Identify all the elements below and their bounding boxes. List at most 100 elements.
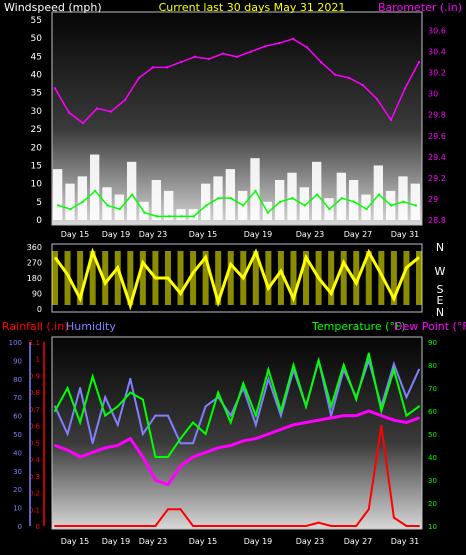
rainfall-point: [229, 525, 232, 527]
temperature-point: [292, 364, 295, 366]
windspeed-bar: [250, 158, 260, 220]
barometer-point: [277, 41, 281, 45]
humidity-point: [405, 396, 408, 399]
windspeed-bar: [53, 169, 63, 220]
wind-direction-bar: [240, 251, 247, 305]
rainfall-point: [305, 525, 308, 527]
temperature-point: [367, 352, 370, 355]
wind-direction-bar: [315, 251, 322, 305]
barometer-point: [235, 55, 239, 59]
temperature-x-tick: Day 19: [102, 537, 131, 546]
barometer-point: [221, 52, 225, 55]
wind-y-tick: 40: [31, 71, 43, 81]
wind-y-tick: 25: [31, 125, 42, 135]
wind-y-tick: 55: [31, 16, 42, 26]
dewpoint-point: [141, 456, 144, 458]
humidity-point: [179, 442, 182, 445]
dewpoint-point: [418, 416, 420, 419]
wind-avg-point: [155, 215, 159, 218]
barometer-point: [347, 76, 351, 80]
humidity-point: [418, 368, 420, 371]
humidity-y-tick: 10: [13, 505, 22, 513]
wind-direction-bar: [277, 251, 284, 305]
temperature-point: [355, 398, 358, 401]
rainfall-point: [54, 525, 56, 527]
wind-y-tick: 35: [31, 89, 42, 99]
wind-avg-point: [229, 196, 233, 200]
rainfall-point: [91, 525, 94, 527]
temperature-point: [91, 375, 94, 378]
wind-avg-point: [328, 207, 331, 211]
dewpoint-point: [116, 444, 119, 447]
barometer-point: [263, 45, 267, 48]
rainfall-point: [317, 521, 320, 524]
windspeed-bar: [373, 165, 383, 220]
wind-avg-point: [143, 211, 146, 214]
temperature-y-tick: 50: [428, 431, 437, 439]
rainfall-y-tick: 0.4: [29, 456, 41, 464]
humidity-point: [330, 414, 333, 417]
wind-avg-point: [266, 211, 270, 214]
chart-title: Current last 30 days May 31 2021: [159, 1, 346, 14]
wind-avg-point: [365, 207, 368, 211]
barometer-y-tick: 29.8: [428, 111, 446, 120]
temperature-y-tick: 80: [428, 362, 437, 370]
rainfall-point: [330, 525, 333, 527]
direction-y-tick: 90: [32, 290, 42, 299]
temperature-y-tick: 30: [428, 477, 437, 485]
barometer-y-tick: 29.2: [428, 174, 446, 183]
wind-avg-point: [315, 193, 319, 196]
wind-direction-bar: [353, 251, 360, 305]
windspeed-bar: [77, 176, 87, 220]
barometer-point: [67, 111, 71, 114]
dewpoint-point: [229, 444, 232, 447]
wind-direction-bar: [290, 251, 297, 305]
barometer-point: [151, 66, 155, 69]
rainfall-y-tick: 0.3: [29, 473, 40, 481]
barometer-point: [165, 66, 169, 69]
dewpoint-point: [204, 451, 207, 454]
windspeed-bar: [398, 176, 408, 220]
rainfall-point: [192, 525, 195, 527]
wind-direction-bar: [252, 251, 259, 305]
dewpoint-point: [217, 446, 220, 449]
wind-avg-point: [81, 200, 85, 204]
wind-x-tick: Day 27: [344, 230, 373, 239]
windspeed-bar: [90, 154, 100, 220]
wind-direction-bar: [378, 251, 385, 305]
wind-avg-point: [204, 204, 208, 207]
rainfall-line: [55, 425, 419, 527]
temperature-point: [129, 391, 132, 394]
temperature-point: [66, 387, 69, 389]
temperature-point: [267, 368, 270, 371]
wind-avg-point: [303, 204, 307, 207]
temperature-point: [166, 456, 169, 458]
wind-direction-bar: [177, 251, 184, 305]
rainfall-point: [79, 525, 82, 527]
rainfall-point: [342, 525, 345, 527]
humidity-point: [91, 442, 94, 445]
humidity-y-tick: 70: [13, 394, 22, 402]
dewpoint-point: [79, 456, 82, 458]
rainfall-point: [267, 525, 270, 527]
rainfall-axis-label: Rainfall (.in): [2, 320, 69, 333]
rainfall-y-tick: 0.8: [29, 389, 40, 397]
rainfall-point: [242, 525, 245, 527]
temperature-point: [204, 433, 207, 435]
humidity-point: [279, 414, 282, 417]
wind-y-tick: 30: [31, 107, 43, 117]
wind-direction-bar: [139, 251, 146, 305]
wind-direction-bar: [215, 251, 222, 305]
wind-direction-bar: [114, 251, 121, 305]
wind-y-tick: 10: [31, 180, 43, 190]
temperature-point: [179, 437, 182, 440]
barometer-point: [305, 46, 309, 49]
temperature-point: [380, 410, 383, 412]
rainfall-point: [405, 525, 408, 527]
barometer-point: [403, 87, 407, 90]
rainfall-y-tick: 0.9: [29, 372, 40, 380]
barometer-point: [109, 110, 113, 113]
temperature-x-tick: Day 23: [296, 537, 325, 546]
barometer-point: [333, 73, 337, 76]
